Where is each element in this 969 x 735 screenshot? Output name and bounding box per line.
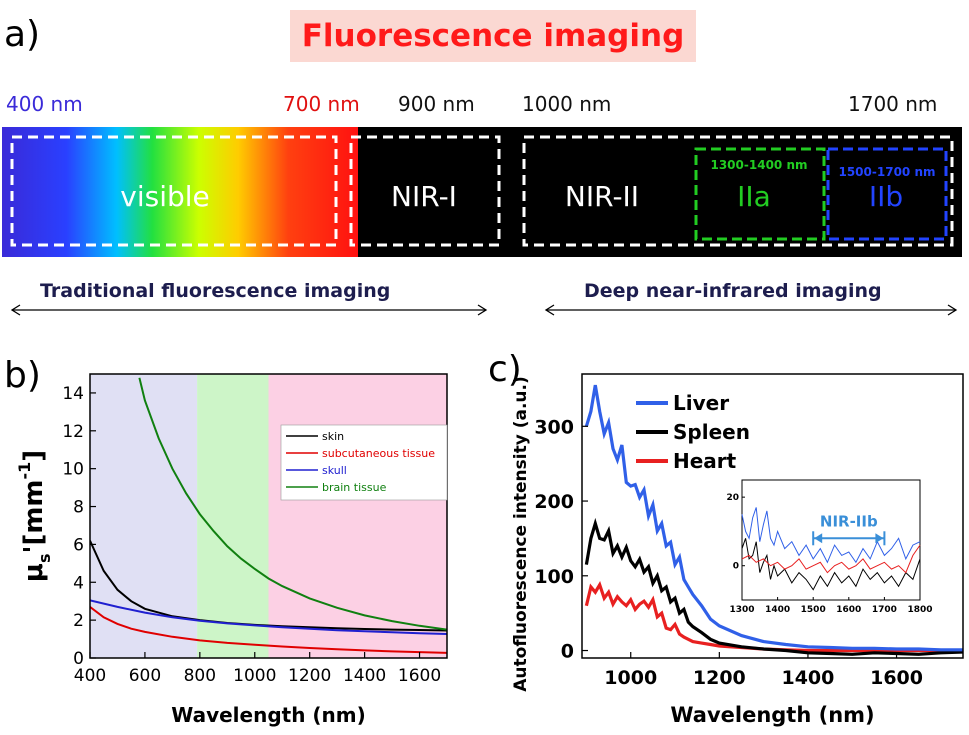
inset-x-tick-label: 1800 [907,605,932,615]
series-line-brain-tissue [138,377,447,631]
y-tick-label: 6 [73,535,84,555]
series-line-heart [584,580,963,653]
iia-box [694,147,826,241]
panel-a-label: a) [4,14,41,55]
legend-label: subcutaneous tissue [322,447,435,460]
x-tick-label: 400 [74,666,106,686]
inset-x-tick-label: 1600 [836,605,861,615]
range-arrows [10,304,958,316]
inset-line-heart [741,544,921,574]
x-tick-label: 1200 [693,667,746,689]
nm-label-900: 900 nm [398,92,475,116]
shaded-region-1 [197,374,269,658]
x-tick-label: 1600 [398,666,441,686]
inset-x-tick-label: 1400 [765,605,790,615]
nm-label-1700: 1700 nm [848,92,938,116]
inset-y-tick-label: 0 [733,562,739,572]
y-tick-label: 4 [73,573,84,593]
inset-frame [741,479,921,601]
visible-box [10,135,338,247]
inset-x-tick-label: 1700 [872,605,897,615]
x-tick-label: 1000 [604,667,657,689]
inset-x-tick-label: 1500 [801,605,826,615]
y-tick-label: 10 [62,460,84,480]
y-tick-label: 2 [73,611,84,631]
y-tick-label: 100 [534,566,574,588]
x-tick-label: 800 [184,666,216,686]
chart-b: 400 600 800 1000 1200 1400 1600 0 2 4 6 8 10 12 14 Wave… [15,373,448,727]
legend-label-liver: Liver [673,391,729,415]
nir-iib-arrowhead-left [814,533,823,544]
inset-x-tick-label: 1300 [729,605,754,615]
band-nir2: NIR-II [565,180,639,213]
arrow-deep [544,304,958,316]
nir-iib-annotation: NIR-IIb [820,512,878,530]
band-iib: IIb [869,180,903,213]
nir-iib-arrowhead-right [875,533,884,544]
nm-label-1000: 1000 nm [522,92,612,116]
y-axis-title: Autofluorescence intensity (a.u.) [511,376,531,692]
plot-frame [581,373,964,659]
visible-gradient [2,127,360,257]
subrange-iib: 1500-1700 nm [838,165,935,179]
arrow-traditional [10,304,488,316]
series-line-liver [584,384,963,652]
subrange-iia: 1300-1400 nm [710,158,807,172]
arrow-label-deep: Deep near-infrared imaging [584,280,882,302]
y-tick-label: 0 [73,649,84,669]
y-tick-label: 12 [62,422,84,442]
shaded-region-0 [90,374,198,658]
x-tick-label: 1200 [288,666,331,686]
x-tick-label: 600 [129,666,161,686]
panel-b-label: b) [4,355,41,396]
series-line-subcutaneous-tissue [90,606,447,654]
shaded-region-2 [268,374,447,658]
band-nir1: NIR-I [391,180,457,213]
inset-line-spleen [741,538,921,591]
inset-y-tick-label: 20 [726,493,739,503]
legend-label: skin [322,430,344,443]
legend-label-heart: Heart [673,449,737,473]
legend: skin subcutaneous tissue skull brain tissue [280,424,448,501]
legend-label: brain tissue [322,481,387,494]
y-tick-label: 300 [534,416,574,438]
nir2-box [522,135,954,247]
x-axis-title: Wavelength (nm) [171,703,366,727]
x-tick-label: 1400 [781,667,834,689]
figure-title: Fluorescence imaging [301,18,685,54]
x-axis-title: Wavelength (nm) [670,703,874,727]
nir1-box [349,135,501,247]
inset-line-liver [741,507,921,564]
spectrum-bar: visible NIR-I NIR-II 1300-1400 nm 1500-1… [2,127,962,257]
x-tick-label: 1600 [870,667,923,689]
y-tick-label: 0 [561,641,574,663]
band-visible: visible [120,180,210,213]
band-iia: IIa [737,180,771,213]
y-axis-title: μs'[mm-1] [15,450,54,582]
inset: 1300 1400 1500 1600 1700 1800 0 20 NIR-IIb [726,479,933,615]
legend-label: skull [322,464,347,477]
y-tick-label: 14 [62,384,84,404]
series-line-spleen [584,517,963,656]
plot-frame [89,373,448,659]
series-line-skull [90,599,447,635]
nm-label-700: 700 nm [283,92,360,116]
title-box: Fluorescence imaging [290,10,696,62]
x-tick-label: 1400 [343,666,386,686]
arrow-label-traditional: Traditional fluorescence imaging [40,280,391,302]
panel-c-label: c) [488,349,522,390]
legend-label-spleen: Spleen [673,420,750,444]
nm-label-400: 400 nm [6,92,83,116]
y-tick-label: 200 [534,491,574,513]
y-tick-label: 8 [73,498,84,518]
x-tick-label: 1000 [233,666,276,686]
